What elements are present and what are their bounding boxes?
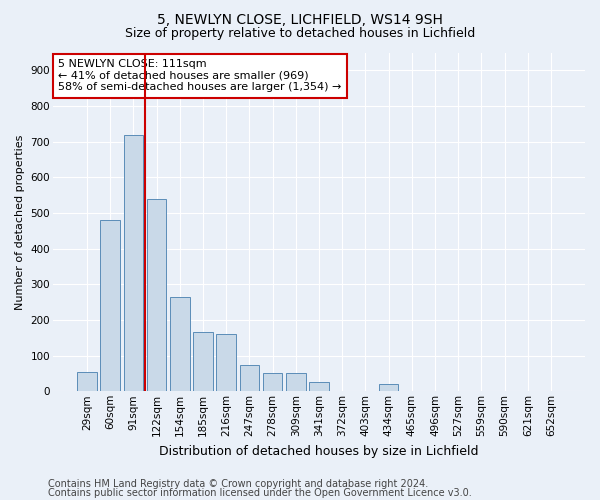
Text: 5, NEWLYN CLOSE, LICHFIELD, WS14 9SH: 5, NEWLYN CLOSE, LICHFIELD, WS14 9SH [157,12,443,26]
Y-axis label: Number of detached properties: Number of detached properties [15,134,25,310]
Bar [170,297,190,392]
Bar [193,332,213,392]
Text: Contains public sector information licensed under the Open Government Licence v3: Contains public sector information licen… [48,488,472,498]
X-axis label: Distribution of detached houses by size in Lichfield: Distribution of detached houses by size … [159,444,479,458]
Bar [263,374,283,392]
Text: Contains HM Land Registry data © Crown copyright and database right 2024.: Contains HM Land Registry data © Crown c… [48,479,428,489]
Bar [100,220,120,392]
Bar [124,134,143,392]
Bar [217,334,236,392]
Bar [286,374,305,392]
Text: 5 NEWLYN CLOSE: 111sqm
← 41% of detached houses are smaller (969)
58% of semi-de: 5 NEWLYN CLOSE: 111sqm ← 41% of detached… [58,60,341,92]
Bar [77,372,97,392]
Text: Size of property relative to detached houses in Lichfield: Size of property relative to detached ho… [125,28,475,40]
Bar [379,384,398,392]
Bar [309,382,329,392]
Bar [239,364,259,392]
Bar [147,198,166,392]
